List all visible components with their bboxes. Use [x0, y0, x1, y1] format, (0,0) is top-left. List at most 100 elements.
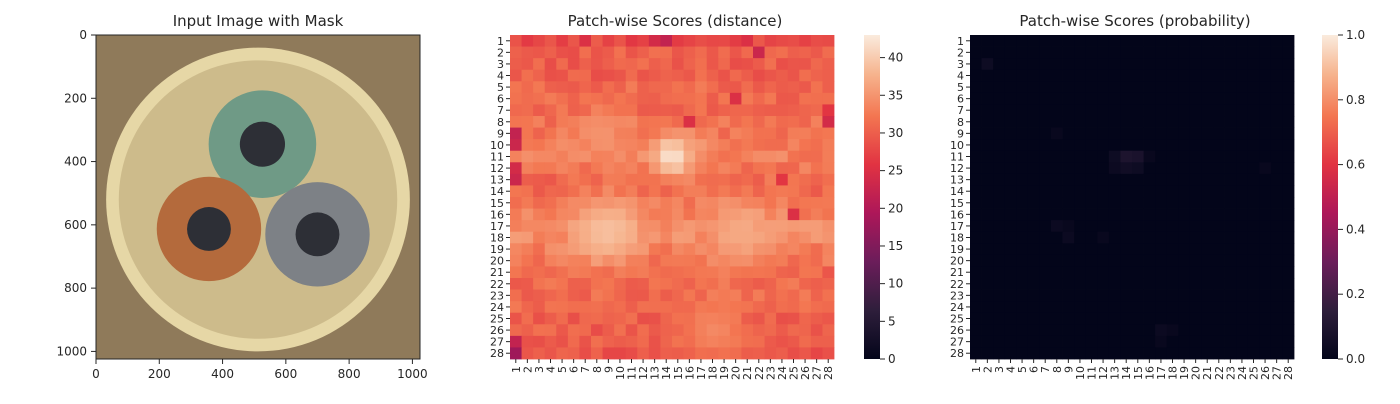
x-tick-label: 20 [1190, 366, 1203, 380]
heatmap-cell [533, 231, 546, 244]
x-tick-label: 3 [533, 366, 546, 373]
heatmap-cell [1282, 197, 1295, 209]
heatmap-cell [822, 335, 835, 348]
heatmap-cell [787, 278, 800, 290]
heatmap-cell [579, 197, 592, 209]
heatmap-cell [544, 162, 557, 175]
heatmap-cell [614, 35, 627, 47]
heatmap-cell [637, 254, 650, 267]
heatmap-cell [1155, 116, 1168, 128]
heatmap-cell [660, 35, 673, 47]
heatmap-cell [1120, 231, 1133, 244]
heatmap-cell [1108, 278, 1121, 290]
heatmap-cell [1213, 139, 1225, 152]
heatmap-cell [695, 116, 708, 128]
x-tick-label: 24 [1236, 366, 1249, 380]
heatmap-cell [1108, 162, 1121, 175]
heatmap-cell [567, 208, 580, 221]
heatmap-cell [1027, 220, 1040, 233]
heatmap-cell [1120, 208, 1133, 221]
heatmap-cell [521, 231, 534, 244]
heatmap-cell [602, 69, 615, 82]
heatmap-cell [1166, 46, 1179, 59]
heatmap-cell [591, 139, 603, 152]
heatmap-cell [822, 162, 835, 175]
heatmap-cell [1120, 301, 1133, 314]
heatmap-cell [1155, 139, 1168, 152]
heatmap-cell [672, 69, 684, 82]
heatmap-cell [981, 173, 994, 186]
heatmap-cell [1143, 312, 1156, 325]
heatmap-cell [1247, 35, 1260, 47]
heatmap-cell [706, 139, 719, 152]
heatmap-cell [1120, 58, 1133, 71]
heatmap-cell [1120, 81, 1133, 94]
heatmap-cell [1051, 162, 1063, 175]
heatmap-cell [602, 324, 615, 337]
heatmap-cell [1259, 58, 1272, 71]
heatmap-cell [822, 58, 835, 71]
heatmap-cell [1039, 324, 1052, 337]
heatmap-cell [1074, 335, 1087, 348]
heatmap-cell [729, 150, 742, 163]
heatmap-cell [579, 127, 592, 140]
heatmap-cell [637, 173, 650, 186]
heatmap-cell [729, 162, 742, 175]
x-tick-label: 600 [274, 367, 297, 381]
heatmap-cell [718, 139, 731, 152]
y-tick-label: 26 [950, 324, 964, 337]
heatmap-cell [1027, 208, 1040, 221]
heatmap-cell [718, 92, 731, 105]
heatmap-cell [1085, 278, 1098, 290]
heatmap-cell [1270, 46, 1283, 59]
heatmap-cell [567, 173, 580, 186]
heatmap-cell [1270, 220, 1283, 233]
heatmap-cell [1039, 301, 1052, 314]
heatmap-cell [718, 197, 731, 209]
heatmap-cell [1051, 92, 1063, 105]
colorbar-tick-label: 0.4 [1346, 222, 1365, 236]
heatmap-cell [1213, 347, 1225, 360]
heatmap-cell [1213, 301, 1225, 314]
x-tick-label: 13 [649, 366, 662, 380]
heatmap-cell [810, 243, 823, 256]
heatmap-cell [672, 92, 684, 105]
heatmap-cell [567, 347, 580, 360]
heatmap-cell [1039, 197, 1052, 209]
heatmap-cell [741, 208, 754, 221]
heatmap-cell [1027, 197, 1040, 209]
heatmap-cell [1027, 127, 1040, 140]
heatmap-cell [1027, 278, 1040, 290]
x-tick-label: 27 [1271, 366, 1284, 380]
heatmap-cell [1074, 81, 1087, 94]
heatmap-cell [660, 150, 673, 163]
heatmap-cell [810, 347, 823, 360]
heatmap-cell [1143, 46, 1156, 59]
heatmap-cell [1155, 278, 1168, 290]
heatmap-cell [970, 92, 982, 105]
y-tick-label: 1 [957, 35, 964, 48]
heatmap-cell [1062, 58, 1075, 71]
heatmap-cell [1224, 58, 1237, 71]
heatmap-cell [993, 69, 1006, 82]
heatmap-cell [1270, 266, 1283, 279]
heatmap-cell [1027, 324, 1040, 337]
heatmap-cell [1282, 266, 1295, 279]
heatmap-cell [1120, 173, 1133, 186]
heatmap-cell [1224, 35, 1237, 47]
heatmap-cell [1085, 324, 1098, 337]
colorbar-tick-label: 5 [888, 314, 896, 328]
heatmap-cell [1201, 266, 1214, 279]
heatmap-cell [1097, 266, 1110, 279]
heatmap-cell [1259, 69, 1272, 82]
heatmap-cell [1224, 185, 1237, 198]
heatmap-cell [591, 197, 603, 209]
heatmap-cell [683, 335, 696, 348]
heatmap-cell [695, 220, 708, 233]
heatmap-cell [510, 185, 522, 198]
heatmap-cell [521, 58, 534, 71]
y-tick-label: 26 [490, 324, 504, 337]
heatmap-cell [1027, 185, 1040, 198]
heatmap-cell [510, 104, 522, 117]
